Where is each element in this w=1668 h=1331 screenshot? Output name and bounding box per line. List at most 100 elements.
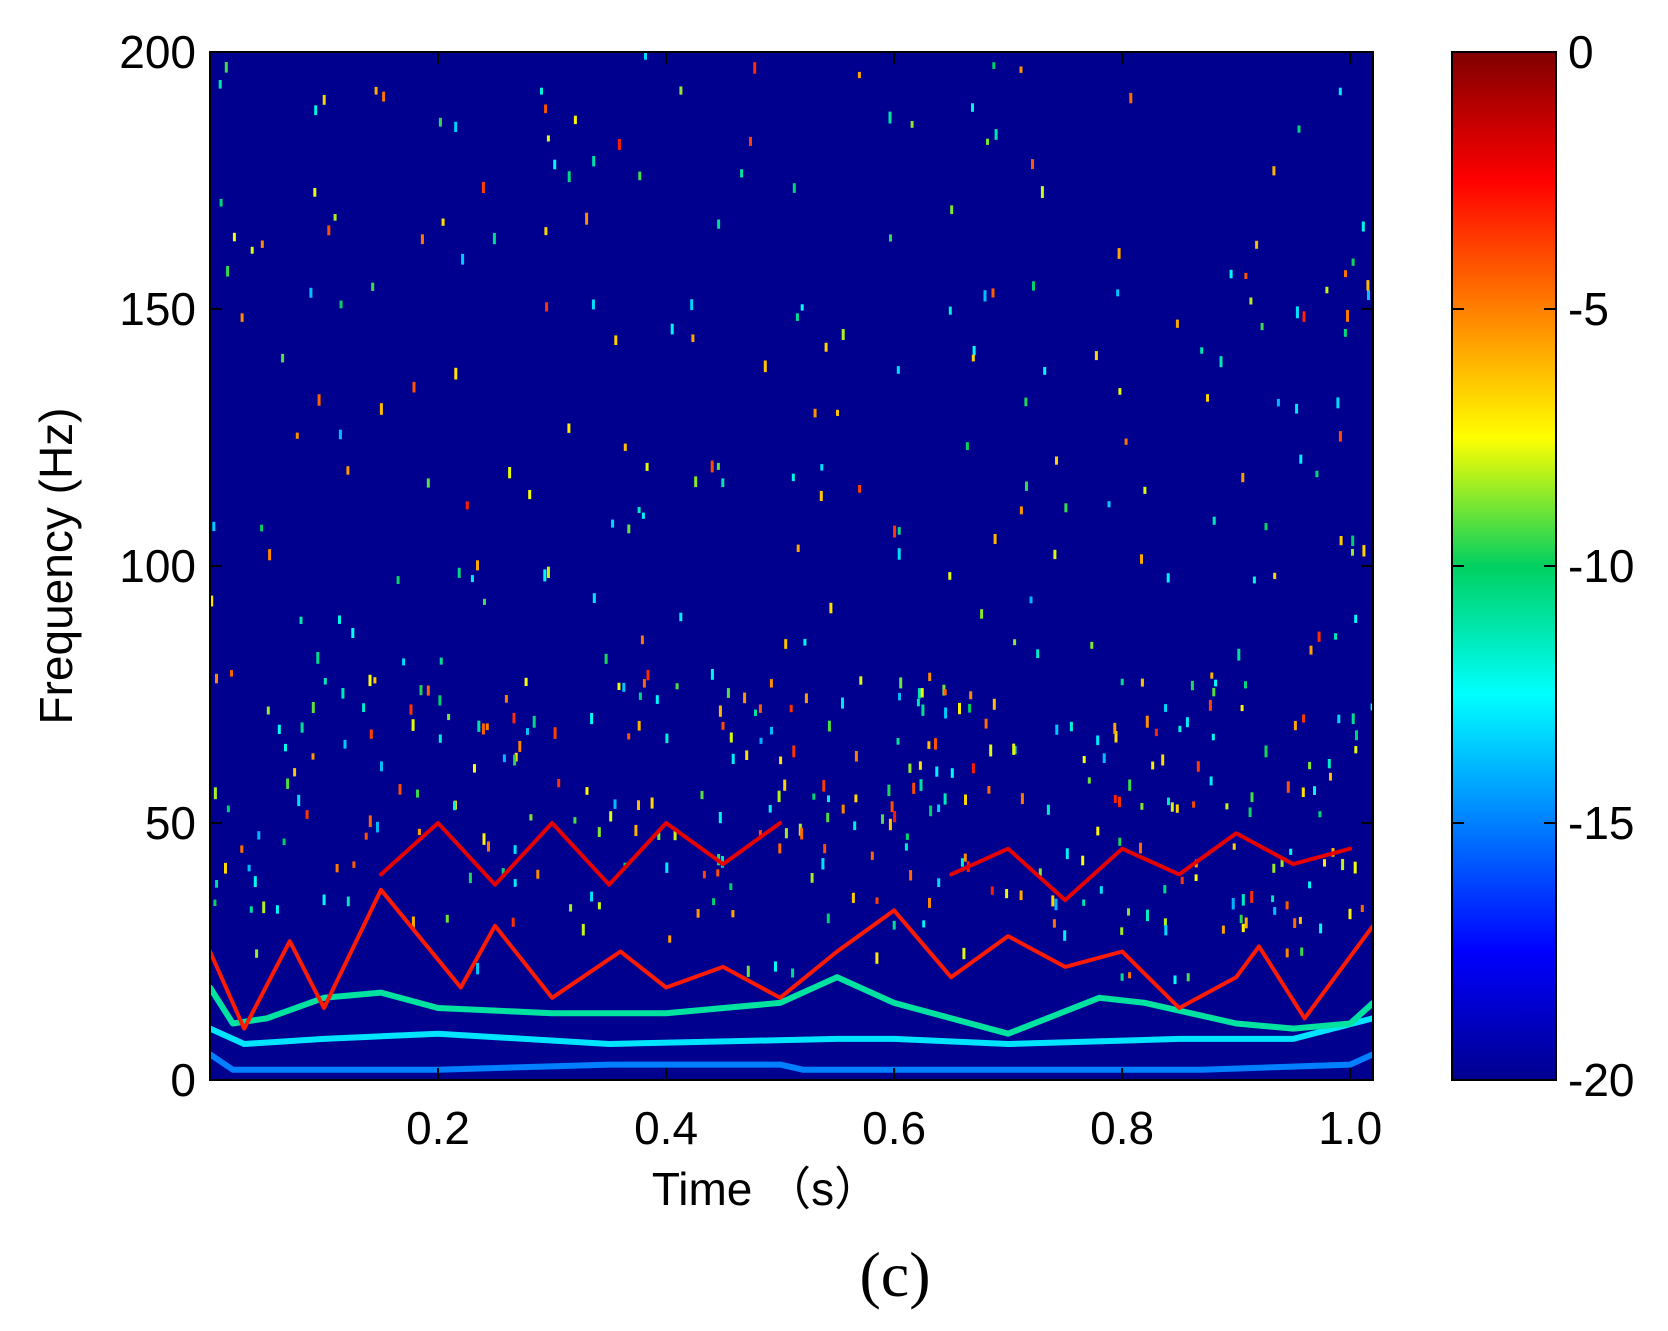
- noise-speckle: [1036, 649, 1040, 659]
- noise-speckle: [1164, 925, 1168, 936]
- noise-speckle: [441, 218, 445, 226]
- noise-speckle: [810, 873, 814, 883]
- noise-speckle: [512, 712, 516, 724]
- noise-speckle: [544, 104, 548, 114]
- noise-speckle: [1273, 572, 1277, 580]
- noise-speckle: [453, 801, 456, 811]
- noise-speckle: [311, 702, 315, 713]
- noise-speckle: [858, 485, 862, 493]
- noise-speckle: [1295, 306, 1299, 319]
- noise-speckle: [487, 841, 490, 852]
- noise-speckle: [927, 741, 931, 749]
- noise-speckle: [338, 615, 341, 624]
- noise-speckle: [898, 692, 901, 701]
- noise-speckle: [888, 111, 892, 124]
- noise-speckle: [226, 266, 230, 277]
- noise-speckle: [928, 672, 932, 681]
- noise-speckle: [827, 720, 831, 732]
- noise-speckle: [854, 751, 858, 762]
- noise-speckle: [1255, 240, 1259, 249]
- noise-speckle: [323, 678, 327, 685]
- noise-speckle: [768, 805, 772, 813]
- noise-speckle: [585, 212, 589, 225]
- noise-speckle: [614, 335, 618, 345]
- noise-speckle: [893, 811, 897, 823]
- noise-speckle: [1323, 859, 1326, 867]
- colorbar: 0 -5 -10 -15 -20: [1451, 26, 1634, 1106]
- noise-speckle: [504, 695, 508, 703]
- noise-speckle: [215, 880, 219, 888]
- noise-speckle: [1082, 899, 1086, 906]
- noise-speckle: [438, 117, 442, 127]
- noise-speckle: [820, 464, 824, 471]
- noise-speckle: [1185, 717, 1189, 728]
- noise-speckle: [1315, 470, 1319, 478]
- noise-speckle: [1273, 907, 1277, 915]
- noise-speckle: [1339, 536, 1343, 546]
- spectrogram-background: [210, 52, 1373, 1080]
- noise-speckle: [928, 898, 931, 908]
- noise-speckle: [482, 833, 486, 845]
- noise-speckle: [1308, 761, 1312, 770]
- noise-speckle: [1082, 756, 1086, 764]
- noise-speckle: [502, 754, 506, 763]
- noise-speckle: [569, 904, 573, 912]
- noise-speckle: [540, 87, 543, 95]
- noise-speckle: [501, 868, 505, 876]
- noise-speckle: [567, 171, 571, 183]
- noise-speckle: [419, 685, 423, 696]
- noise-speckle: [257, 831, 261, 840]
- noise-speckle: [1308, 881, 1312, 889]
- noise-speckle: [1206, 394, 1209, 402]
- noise-speckle: [1096, 826, 1100, 836]
- noise-speckle: [311, 753, 315, 760]
- colorbar-tick-label: -5: [1568, 283, 1609, 335]
- noise-speckle: [778, 843, 782, 854]
- noise-speckle: [1208, 699, 1212, 711]
- noise-speckle: [964, 794, 967, 805]
- noise-speckle: [468, 872, 472, 884]
- noise-speckle: [514, 752, 518, 762]
- x-tick-label: 0.8: [1090, 1102, 1154, 1154]
- noise-speckle: [592, 156, 596, 167]
- noise-speckle: [1120, 927, 1124, 935]
- noise-speckle: [935, 766, 939, 777]
- noise-speckle: [859, 676, 863, 685]
- ridge-line-6: [949, 831, 1353, 903]
- noise-speckle: [646, 669, 650, 681]
- colorbar-tick-label: -15: [1568, 797, 1634, 849]
- noise-speckle: [890, 801, 894, 813]
- noise-speckle: [1064, 503, 1068, 513]
- noise-speckle: [826, 913, 830, 924]
- noise-speckle: [215, 673, 218, 684]
- noise-speckle: [937, 804, 941, 812]
- noise-speckle: [960, 858, 964, 867]
- noise-speckle: [1351, 548, 1354, 556]
- colorbar-ticks: 0 -5 -10 -15 -20: [1452, 26, 1634, 1106]
- noise-speckle: [260, 524, 264, 532]
- noise-speckle: [426, 685, 430, 696]
- x-axis-title: Time （s）: [652, 1163, 880, 1215]
- noise-speckle: [266, 706, 270, 715]
- noise-speckle: [918, 761, 922, 770]
- noise-speckle: [1161, 754, 1165, 766]
- noise-speckle: [769, 679, 773, 688]
- noise-speckle: [896, 738, 900, 745]
- noise-speckle: [295, 432, 299, 439]
- noise-speckle: [461, 253, 465, 265]
- noise-speckle: [1053, 549, 1057, 560]
- noise-speckle: [368, 815, 372, 827]
- noise-speckle: [1232, 843, 1236, 850]
- noise-speckle: [508, 467, 512, 479]
- noise-speckle: [454, 367, 458, 380]
- noise-speckle: [1319, 923, 1323, 934]
- noise-speckle: [993, 534, 997, 544]
- noise-speckle: [544, 227, 548, 236]
- colorbar-tick-label: 0: [1568, 26, 1594, 78]
- noise-speckle: [1190, 680, 1194, 691]
- panel-label: (c): [859, 1239, 930, 1310]
- noise-speckle: [1012, 743, 1016, 755]
- noise-speckle: [971, 763, 975, 774]
- noise-speckle: [638, 171, 642, 181]
- noise-speckle: [1276, 398, 1280, 407]
